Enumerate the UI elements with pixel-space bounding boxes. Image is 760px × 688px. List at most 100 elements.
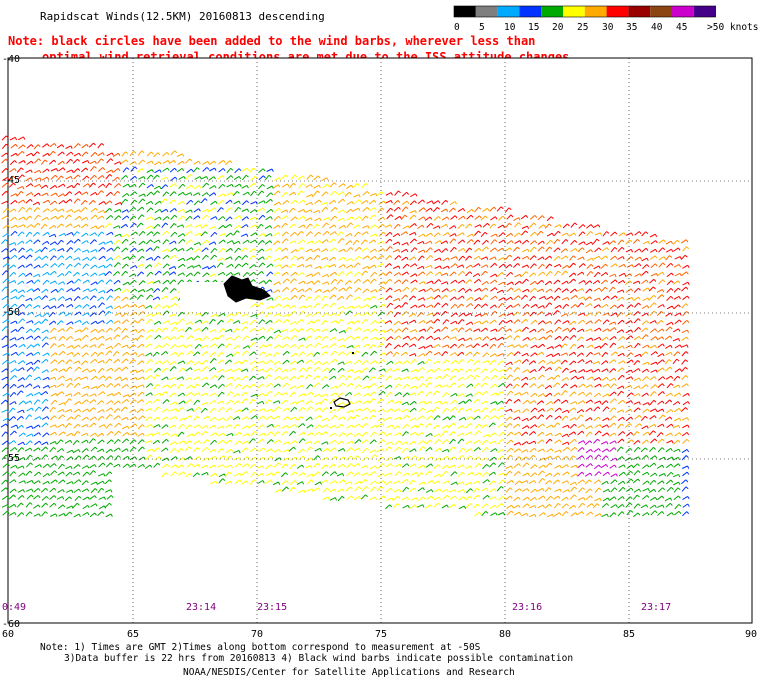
- wind-barb: [136, 222, 144, 228]
- wind-barb: [161, 408, 170, 413]
- wind-barb: [641, 384, 649, 389]
- wind-barb: [242, 272, 250, 278]
- wind-barb: [273, 329, 282, 334]
- wind-barb: [362, 265, 370, 270]
- wind-barb: [113, 391, 122, 397]
- wind-barb: [146, 280, 155, 285]
- wind-barb: [17, 294, 25, 300]
- wind-barb: [337, 416, 346, 420]
- wind-barb: [385, 441, 394, 445]
- wind-barb: [49, 384, 57, 389]
- wind-barb: [105, 345, 114, 350]
- wind-barb: [489, 247, 498, 253]
- wind-barb: [570, 240, 578, 246]
- wind-barb: [521, 225, 530, 230]
- wind-barb: [538, 224, 546, 229]
- wind-barb: [145, 313, 154, 317]
- wind-barb: [657, 359, 665, 364]
- wind-barb: [281, 271, 289, 277]
- wind-barb: [394, 446, 402, 452]
- wind-barb: [426, 495, 434, 500]
- wind-barb: [457, 319, 465, 325]
- wind-barb: [113, 447, 121, 452]
- wind-barb: [569, 343, 577, 350]
- wind-barb: [585, 495, 593, 500]
- wind-barb: [513, 295, 521, 300]
- wind-barb: [378, 431, 386, 436]
- wind-barb: [145, 454, 153, 460]
- wind-barb: [369, 278, 377, 284]
- wind-barb: [656, 432, 664, 438]
- wind-barb: [666, 288, 674, 294]
- wind-barb: [482, 222, 490, 228]
- wind-barb: [57, 255, 65, 261]
- wind-barb: [282, 200, 290, 205]
- wind-barb: [569, 320, 577, 326]
- wind-barb: [514, 273, 522, 278]
- wind-barb: [48, 150, 56, 157]
- wind-barb: [592, 360, 601, 365]
- wind-barb: [1, 135, 9, 141]
- wind-barb: [169, 416, 178, 420]
- wind-barb: [441, 216, 450, 221]
- wind-barb: [554, 319, 562, 325]
- wind-barb: [545, 432, 553, 437]
- wind-barb: [161, 438, 169, 444]
- wind-barb: [402, 504, 410, 509]
- wind-barb: [281, 431, 289, 436]
- wind-barb: [425, 358, 432, 365]
- wind-barb: [89, 495, 97, 500]
- wind-barb: [578, 231, 586, 237]
- wind-barb: [497, 423, 506, 428]
- wind-barb: [2, 471, 10, 477]
- wind-barb: [545, 334, 553, 340]
- wind-barb: [472, 487, 480, 494]
- wind-barb: [224, 471, 232, 477]
- wind-barb: [536, 279, 545, 285]
- wind-barb: [50, 288, 59, 294]
- wind-barb: [90, 375, 98, 381]
- wind-barb: [642, 487, 650, 492]
- wind-barb: [474, 463, 482, 469]
- wind-barb: [464, 368, 473, 374]
- wind-barb: [17, 199, 26, 204]
- wind-barb: [537, 215, 545, 221]
- wind-barb: [354, 359, 362, 365]
- wind-barb: [313, 280, 321, 285]
- wind-barb: [337, 209, 346, 214]
- wind-barb: [152, 439, 161, 445]
- wind-barb: [546, 295, 554, 301]
- wind-barb: [554, 270, 561, 277]
- wind-barb: [586, 264, 594, 269]
- wind-barb: [490, 328, 498, 332]
- wind-barb: [241, 440, 250, 445]
- wind-barb: [464, 328, 473, 333]
- wind-barb: [360, 494, 368, 500]
- wind-barb: [456, 303, 465, 309]
- wind-barb: [105, 327, 113, 333]
- wind-barb: [26, 407, 34, 412]
- wind-barb: [418, 288, 426, 293]
- wind-barb: [369, 383, 377, 388]
- wind-barb: [625, 329, 634, 334]
- wind-barb: [544, 472, 553, 477]
- wind-barb: [144, 264, 153, 269]
- wind-barb: [538, 359, 546, 365]
- wind-barb: [577, 256, 585, 261]
- legend-swatch: [454, 6, 476, 17]
- wind-barb: [376, 486, 384, 492]
- wind-barb: [585, 511, 594, 516]
- wind-barb: [145, 416, 153, 421]
- wind-barb: [425, 232, 434, 237]
- wind-barb: [592, 279, 601, 285]
- wind-barb: [161, 432, 170, 436]
- wind-barb: [296, 247, 304, 253]
- wind-barb: [34, 406, 42, 412]
- wind-barb: [113, 342, 122, 348]
- wind-barb: [169, 448, 177, 454]
- wind-barb: [193, 424, 202, 429]
- wind-barb: [9, 401, 17, 406]
- wind-barb: [425, 207, 433, 212]
- wind-barb: [481, 280, 489, 286]
- wind-barb: [330, 392, 338, 397]
